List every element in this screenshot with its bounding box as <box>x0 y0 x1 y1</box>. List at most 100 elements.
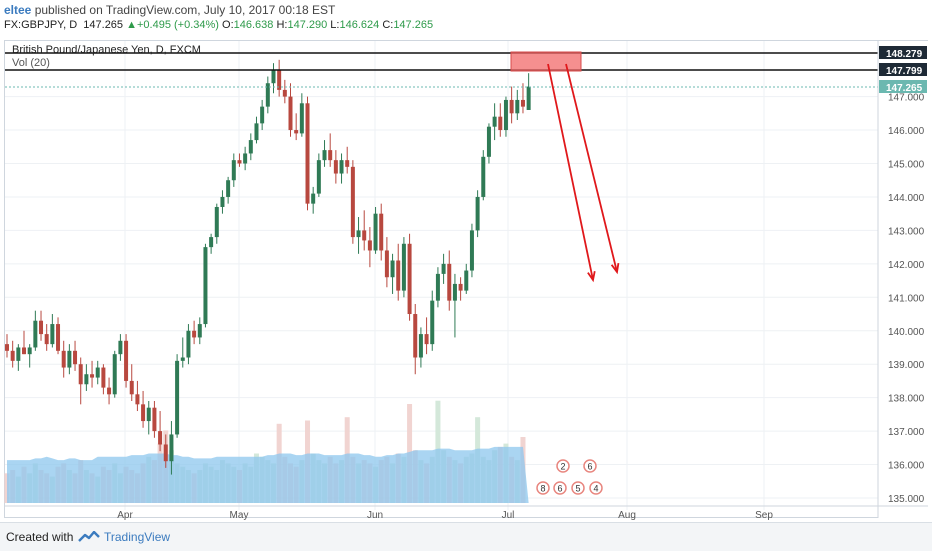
high-label: H: <box>276 19 288 31</box>
last-price: 147.265 <box>83 19 124 31</box>
tradingview-brand-link[interactable]: TradingView <box>104 530 171 544</box>
symbol-info-bar: FX:GBPJPY, D 147.265 ▲+0.495 (+0.34%) O:… <box>4 19 433 31</box>
candle-body <box>220 196 225 207</box>
candle-body <box>413 314 418 358</box>
candle-body <box>10 350 15 361</box>
candle-body <box>418 334 423 358</box>
candle-body <box>33 320 38 348</box>
candle-body <box>271 69 276 84</box>
footer-bar: Created with TradingView <box>0 522 932 551</box>
candle-body <box>458 283 463 291</box>
candle-body <box>328 150 333 161</box>
candle-body <box>152 407 157 432</box>
candle-body <box>396 260 401 291</box>
candle-body <box>384 250 389 278</box>
candle-body <box>311 193 316 204</box>
candle-body <box>124 340 129 381</box>
candle-body <box>39 320 44 335</box>
down-arrow-1-head <box>587 270 596 283</box>
candle-body <box>67 350 72 368</box>
sell-zone-box <box>510 51 582 72</box>
candle-body <box>84 374 89 385</box>
open-label: O: <box>222 19 234 31</box>
price-chart[interactable]: 2 6 8 6 5 4 147.000 146.000 145.000 144.000 143.0… <box>0 0 932 522</box>
candle-body <box>203 247 208 325</box>
candle-body <box>498 116 503 131</box>
symbol-name[interactable]: FX:GBPJPY, D <box>4 19 78 31</box>
price-tick-label: 138.000 <box>888 394 925 405</box>
price-tick-label: 144.000 <box>888 193 925 204</box>
candle-body <box>447 263 452 301</box>
candle-body <box>503 99 508 131</box>
candle-body <box>16 347 21 361</box>
candle-body <box>243 153 248 164</box>
candle-body <box>464 270 469 291</box>
candle-body <box>260 106 265 124</box>
author-link[interactable]: eltee <box>4 3 32 17</box>
candle-body <box>469 230 474 271</box>
open-value: 146.638 <box>233 19 274 31</box>
candle-body <box>316 160 321 194</box>
candle-body <box>333 160 338 174</box>
candle-body <box>481 156 486 197</box>
candle-body <box>175 360 180 435</box>
tradingview-logo-icon <box>78 531 100 542</box>
candle-body <box>401 243 406 291</box>
publish-header: eltee published on TradingView.com, July… <box>4 3 335 17</box>
price-tick-label: 135.000 <box>888 494 925 505</box>
low-label: L: <box>330 19 340 31</box>
candle-body <box>362 230 367 241</box>
candle-body <box>5 344 9 351</box>
candle-body <box>515 99 520 114</box>
candle-body <box>486 126 491 157</box>
price-tick-label: 143.000 <box>888 226 925 237</box>
candle-body <box>265 83 270 107</box>
candle-body <box>90 374 95 378</box>
volume-legend[interactable]: Vol (20) <box>12 57 50 69</box>
candle-body <box>475 196 480 231</box>
time-tick-label: Sep <box>755 510 773 521</box>
event-marker-icon <box>536 481 550 495</box>
candle-body <box>350 166 355 238</box>
price-tick-label: 147.000 <box>888 93 925 104</box>
candle-body <box>373 213 378 251</box>
event-marker-label: 6 <box>557 484 562 494</box>
candle-body <box>237 160 242 164</box>
candle-body <box>492 116 497 127</box>
candle-body <box>441 263 446 274</box>
candle-body <box>356 230 361 238</box>
candle-body <box>78 364 83 385</box>
price-label-high: 148.279 <box>886 49 923 60</box>
price-tick-label: 136.000 <box>888 461 925 472</box>
candle-body <box>101 367 106 388</box>
candle-body <box>226 180 231 197</box>
price-label-current-bg <box>879 80 927 93</box>
candle-body <box>135 394 140 405</box>
event-marker-label: 4 <box>593 484 598 494</box>
candle-body <box>430 300 435 345</box>
low-value: 146.624 <box>339 19 380 31</box>
time-tick-label: May <box>230 510 249 521</box>
price-tick-label: 142.000 <box>888 260 925 271</box>
candle-body <box>452 283 457 301</box>
time-tick-label: Apr <box>117 510 133 521</box>
time-tick-label: Aug <box>618 510 636 521</box>
candle-body <box>146 407 151 422</box>
candle-body <box>27 347 32 355</box>
time-tick-label: Jul <box>502 510 515 521</box>
candlesticks <box>5 59 531 475</box>
time-axis: Apr May Jun Jul Aug Sep <box>5 505 928 521</box>
candle-body <box>56 324 61 351</box>
price-tick-label: 139.000 <box>888 360 925 371</box>
candle-body <box>186 330 191 358</box>
candle-body <box>209 237 214 248</box>
candle-body <box>73 350 78 365</box>
candle-body <box>44 334 49 345</box>
candle-body <box>305 103 310 204</box>
price-tick-label: 141.000 <box>888 293 925 304</box>
candle-body <box>339 160 344 174</box>
candle-body <box>299 103 304 134</box>
candle-body <box>254 123 259 141</box>
candle-body <box>50 324 55 345</box>
candle-body <box>288 96 293 131</box>
